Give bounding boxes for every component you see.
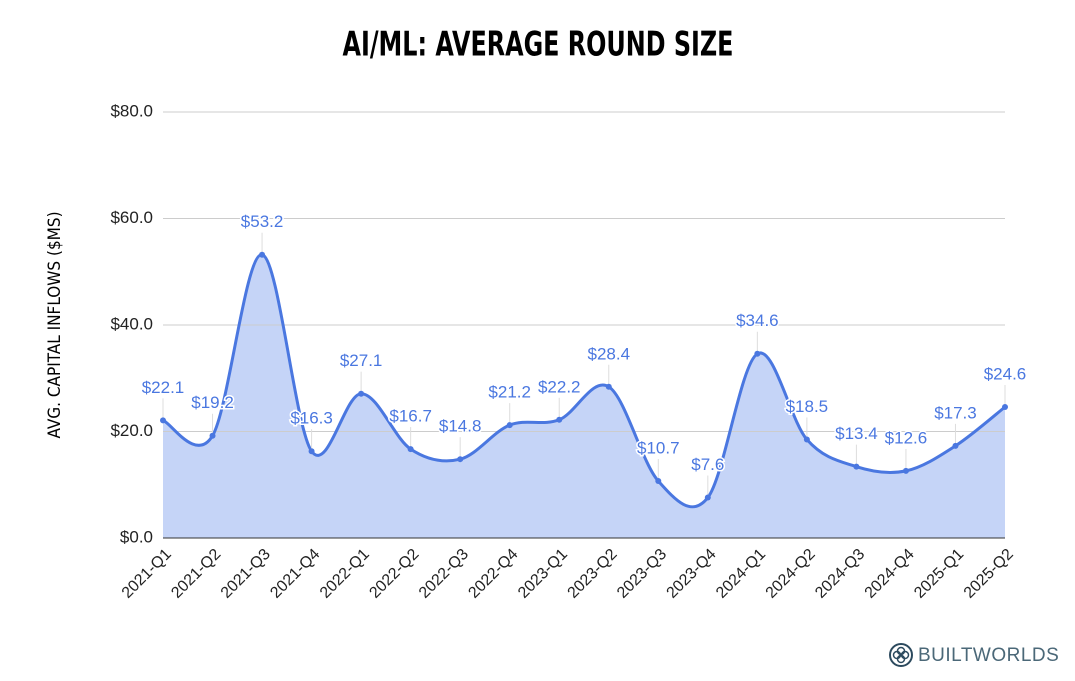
point — [457, 456, 464, 463]
x-tick-label: 2021-Q2 — [168, 546, 224, 602]
point — [407, 446, 414, 453]
y-tick-label: $40.0 — [110, 314, 153, 333]
point — [209, 432, 216, 439]
x-tick-label: 2021-Q3 — [218, 546, 274, 602]
point — [853, 463, 860, 470]
point — [160, 417, 166, 424]
y-tick-label: $60.0 — [110, 208, 153, 227]
chart-title: AI/ML: AVERAGE ROUND SIZE — [343, 25, 734, 64]
y-tick-label: $20.0 — [110, 421, 153, 440]
data-label: $28.4 — [587, 344, 630, 363]
data-label: $14.8 — [439, 417, 482, 436]
x-tick-label: 2022-Q4 — [465, 546, 521, 602]
point — [803, 436, 810, 443]
x-tick-label: 2023-Q3 — [614, 546, 670, 602]
brand-logo — [889, 643, 913, 667]
data-label: $27.1 — [340, 351, 383, 370]
x-tick-label: 2025-Q1 — [911, 546, 967, 602]
data-label: $13.4 — [835, 424, 878, 443]
x-tick-label: 2022-Q1 — [317, 546, 373, 602]
point — [506, 422, 513, 429]
data-label: $53.2 — [241, 212, 284, 231]
point — [556, 416, 563, 423]
data-label: $19.2 — [191, 393, 234, 412]
point — [704, 494, 711, 501]
point — [358, 390, 365, 397]
data-label: $10.7 — [637, 439, 680, 458]
point — [655, 478, 662, 485]
x-tick-label: 2022-Q3 — [416, 546, 472, 602]
x-tick-label: 2025-Q2 — [961, 546, 1017, 602]
data-label: $22.1 — [142, 378, 185, 397]
y-tick-label: $0.0 — [120, 527, 153, 546]
data-label: $16.3 — [290, 409, 333, 428]
data-label: $21.2 — [488, 383, 531, 402]
data-label: $18.5 — [786, 397, 829, 416]
point — [902, 467, 909, 474]
point — [259, 251, 266, 258]
data-label: $17.3 — [934, 403, 977, 422]
data-label: $7.6 — [691, 455, 724, 474]
x-tick-label: 2022-Q2 — [366, 546, 422, 602]
point — [1002, 404, 1008, 411]
x-tick-label: 2024-Q2 — [763, 546, 819, 602]
x-tick-label: 2021-Q1 — [119, 546, 175, 602]
x-tick-label: 2021-Q4 — [267, 546, 323, 602]
data-label: $12.6 — [885, 428, 928, 447]
point — [605, 383, 612, 390]
point — [952, 442, 959, 449]
x-tick-label: 2023-Q2 — [565, 546, 621, 602]
point — [754, 350, 761, 357]
x-tick-label: 2024-Q3 — [812, 546, 868, 602]
point — [308, 448, 315, 455]
y-axis-label: AVG. CAPITAL INFLOWS ($MS) — [45, 211, 65, 438]
data-label: $22.2 — [538, 377, 581, 396]
data-label: $16.7 — [389, 407, 432, 426]
data-label: $24.6 — [984, 364, 1027, 383]
area-fill — [163, 254, 1005, 538]
x-tick-label: 2023-Q4 — [664, 546, 720, 602]
brand: BUILTWORLDS — [918, 645, 1059, 666]
y-tick-label: $80.0 — [110, 101, 153, 120]
x-tick-label: 2023-Q1 — [515, 546, 571, 602]
x-tick-label: 2024-Q1 — [713, 546, 769, 602]
data-label: $34.6 — [736, 311, 779, 330]
x-tick-label: 2024-Q4 — [862, 546, 918, 602]
